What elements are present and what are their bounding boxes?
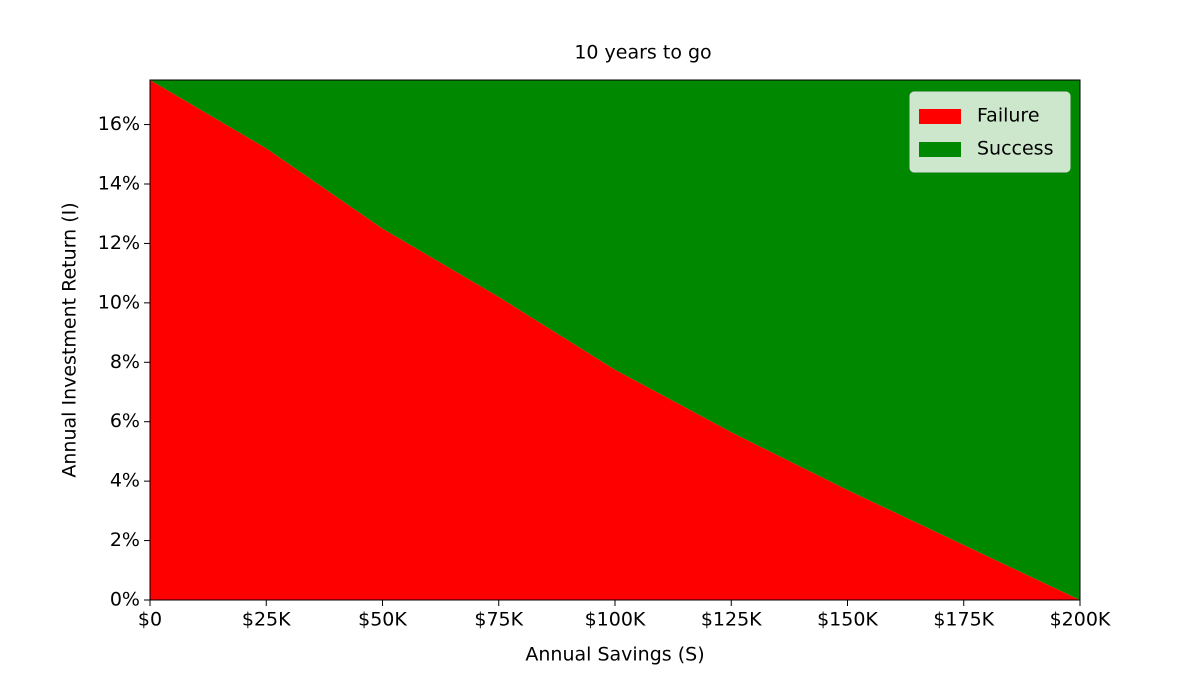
- legend-label: Success: [977, 138, 1053, 160]
- x-axis-label: Annual Savings (S): [525, 644, 704, 666]
- x-tick-label: $175K: [933, 609, 994, 631]
- legend-swatch: [919, 109, 961, 124]
- y-tick-label: 8%: [110, 351, 140, 373]
- y-tick-label: 6%: [110, 410, 140, 432]
- legend-swatch: [919, 142, 961, 157]
- x-tick-label: $0: [138, 609, 162, 631]
- x-tick-label: $25K: [242, 609, 291, 631]
- x-tick-label: $75K: [474, 609, 523, 631]
- y-axis-label: Annual Investment Return (I): [59, 202, 81, 477]
- area: [150, 80, 1080, 600]
- area: [150, 80, 1080, 600]
- x-tick-label: $200K: [1050, 609, 1111, 631]
- legend-label: Failure: [977, 105, 1040, 127]
- y-tick-label: 10%: [98, 291, 140, 313]
- y-tick-label: 12%: [98, 232, 140, 254]
- x-tick-label: $50K: [358, 609, 407, 631]
- x-tick-label: $100K: [585, 609, 646, 631]
- x-tick-label: $150K: [817, 609, 878, 631]
- y-tick-label: 0%: [110, 589, 140, 611]
- chart-title: 10 years to go: [574, 42, 711, 64]
- y-tick-label: 16%: [98, 113, 140, 135]
- y-tick-label: 14%: [98, 173, 140, 195]
- y-tick-label: 4%: [110, 470, 140, 492]
- x-tick-label: $125K: [701, 609, 762, 631]
- y-tick-label: 2%: [110, 529, 140, 551]
